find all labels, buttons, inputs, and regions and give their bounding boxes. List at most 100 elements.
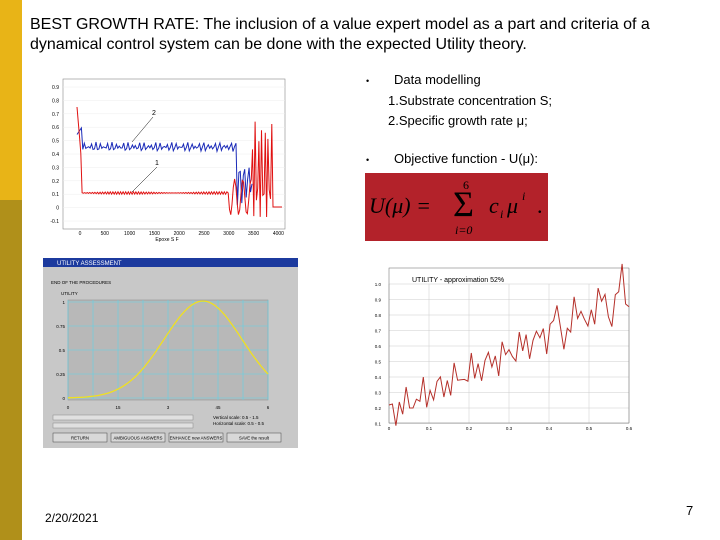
x-tick-label: 15 (115, 405, 121, 410)
y-tick-label: 0.5 (375, 360, 382, 365)
x-tick-label: 3000 (223, 231, 234, 237)
x-tick-label: 3 (167, 405, 170, 410)
y-tick-label: 0.9 (375, 298, 382, 303)
x-tick-label: 2000 (174, 231, 185, 237)
button-label[interactable]: SAVE the result (239, 436, 270, 441)
y-tick-label: 0.1 (52, 192, 59, 198)
bullet-marker: • (366, 155, 370, 165)
pointer (131, 116, 154, 143)
y-tick-label: 0.3 (52, 165, 59, 171)
y-tick-label: 0.2 (52, 179, 59, 185)
y-tick-label: 0.5 (52, 139, 59, 145)
title-bar (43, 258, 298, 267)
y-tick-label: 0 (56, 206, 59, 212)
x-tick-label: 45 (215, 405, 221, 410)
y-tick-label: 0.3 (375, 391, 382, 396)
scale-note: Horizontal scale: 0.5 - 0.5 (213, 421, 265, 426)
bullets: • Data modelling 1.Substrate concentratio… (366, 70, 706, 170)
plot-image: 0.9 0.8 0.7 0.6 0.5 0.4 0.3 0.2 0.1 0 -0.1 0 500 1000… (37, 67, 293, 242)
formula-end: . (537, 193, 543, 218)
x-tick-label: 1500 (149, 231, 160, 237)
y-tick-label: 0.75 (56, 324, 65, 329)
plot-image: UTILITY - approximation 52% 1.0 0.9 0.8 0.7 0… (367, 258, 650, 446)
formula: U(μ) = 6 Σ i=0 c i μ i . (365, 173, 548, 241)
slider (52, 422, 194, 429)
button[interactable] (110, 432, 166, 443)
bullet-text: Objective function - U(μ): (394, 151, 539, 166)
curve (76, 126, 253, 206)
x-tick-label: 0.6 (626, 426, 633, 431)
x-tick-label: 0.5 (586, 426, 593, 431)
button-label[interactable]: ENHANCE new ANSWERS (170, 436, 223, 441)
y-tick-label: 0.25 (56, 372, 65, 377)
y-tick-label: 1.0 (375, 282, 382, 287)
y-tick-label: -0.1 (50, 219, 59, 225)
x-tick-label: 3500 (248, 231, 259, 237)
y-tick-label: 0.9 (52, 85, 59, 91)
button[interactable] (226, 432, 282, 443)
y-tick-label: 0.8 (52, 98, 59, 104)
y-tick-label: 0.1 (375, 422, 382, 427)
bullet-text: Data modelling (394, 72, 481, 87)
utility-curve (67, 300, 269, 399)
window-header: END OF THE PROCEDURES (51, 280, 111, 285)
x-tick-label: 500 (101, 231, 110, 237)
x-tick-label: 0 (79, 231, 82, 237)
bullet: • Data modelling (366, 70, 706, 91)
formula-sum: Σ (453, 184, 474, 224)
bullet-item: 1.Substrate concentration S; (388, 93, 553, 108)
y-tick-label: 0 (62, 396, 65, 401)
bullet-item: 2.Specific growth rate μ; (388, 113, 528, 128)
curve-label: 2 (152, 110, 156, 117)
utility-window: UTILITY ASSESSMENT END OF THE PROCEDURES U… (43, 258, 298, 448)
y-tick-label: 0.6 (375, 344, 382, 349)
curve-label: 1 (155, 160, 159, 167)
bullet: • Objective function - U(μ): (366, 149, 706, 170)
y-tick-label: 0.5 (59, 348, 66, 353)
date: 2/20/2021 (45, 511, 99, 525)
side-bar (0, 200, 22, 540)
y-tick-label: 0.8 (375, 313, 382, 318)
formula-term: c (489, 193, 499, 218)
x-tick-label: 0.2 (466, 426, 473, 431)
y-tick-label: 0.6 (52, 125, 59, 131)
y-tick-label: 0.7 (375, 329, 382, 334)
utility-curve (388, 263, 630, 426)
formula-sub: i (500, 207, 504, 221)
page-number: 7 (686, 503, 694, 518)
formula-lower: i=0 (455, 223, 473, 237)
y-tick-label: 0.4 (52, 152, 59, 158)
curve (76, 106, 282, 218)
button[interactable] (168, 432, 224, 443)
pointer (131, 166, 158, 193)
scale-note: Vertical scale: 0.5 - 1.5 (213, 415, 259, 420)
y-tick-label: 0.2 (375, 406, 382, 411)
x-tick-label: 0.1 (426, 426, 433, 431)
bullet-marker: • (366, 76, 370, 86)
x-tick-label: 2500 (198, 231, 209, 237)
y-tick-label: 0.7 (52, 112, 59, 118)
slider (52, 414, 194, 421)
x-tick-label: 0 (67, 405, 70, 410)
button[interactable] (52, 432, 108, 443)
plot-frame (388, 267, 630, 424)
button-label[interactable]: AMBIGUOUS ANSWERS (114, 436, 163, 441)
formula-lhs: U(μ) = (369, 193, 431, 218)
x-tick-label: 0 (388, 426, 391, 431)
button-label[interactable]: RETURN (71, 436, 89, 441)
formula-sup: i (522, 189, 526, 203)
formula-upper: 6 (463, 178, 469, 192)
plot-title: UTILITY - approximation 52% (412, 277, 504, 284)
y-tick-label: 0.4 (375, 375, 382, 380)
formula-var: μ (507, 193, 519, 218)
x-tick-label: 4000 (273, 231, 284, 237)
x-tick-label: 6 (267, 405, 270, 410)
x-tick-label: 1000 (124, 231, 135, 237)
side-bar (0, 0, 22, 200)
y-tick-label: 1 (62, 300, 65, 305)
axis-label: UTILITY (61, 291, 78, 296)
slide-title: BEST GROWTH RATE: The inclusion of a val… (30, 16, 650, 53)
x-tick-label: 0.4 (546, 426, 553, 431)
x-tick-label: 0.3 (506, 426, 513, 431)
